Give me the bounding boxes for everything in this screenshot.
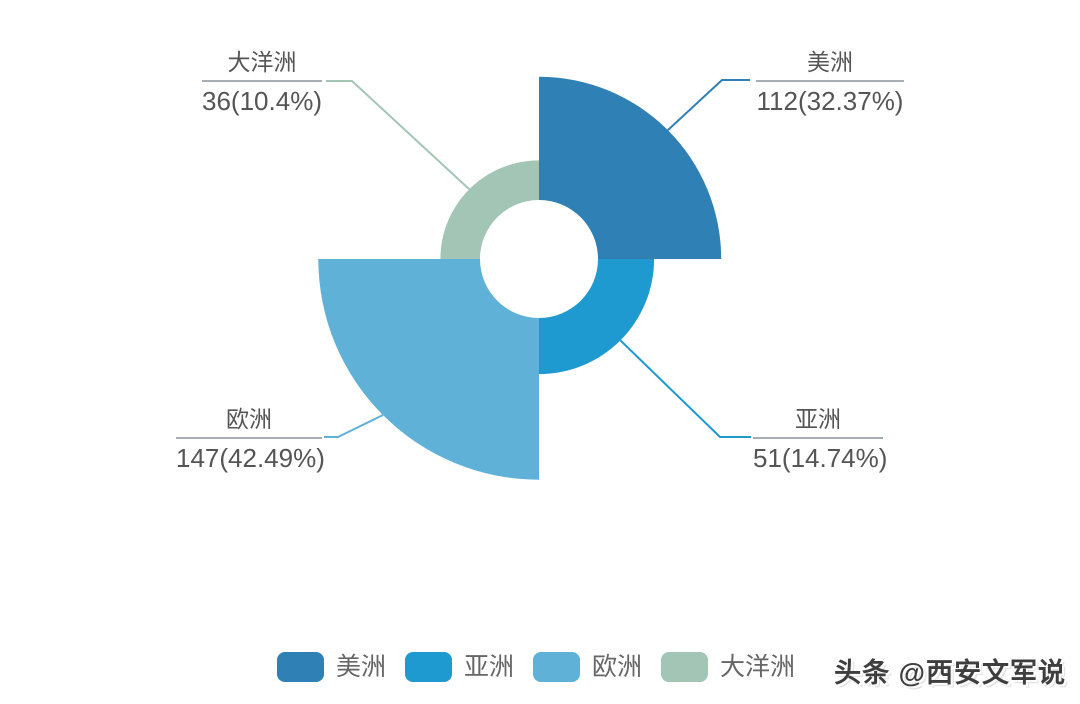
legend: 美洲 亚洲 欧洲 大洋洲 (277, 652, 795, 682)
slice-value-americas: 112(32.37%) (756, 86, 904, 116)
watermark: 头条 @西安文军说 (834, 658, 1066, 688)
slice-americas[interactable] (539, 76, 722, 259)
legend-swatch-europe (533, 652, 581, 682)
slice-name-asia: 亚洲 (795, 406, 841, 432)
slice-value-europe: 147(42.49%) (176, 443, 325, 473)
legend-item-europe[interactable]: 欧洲 (533, 652, 642, 682)
slice-asia[interactable] (539, 259, 655, 375)
leader-line-americas (667, 79, 750, 131)
slice-name-europe: 欧洲 (226, 406, 272, 432)
slice-name-americas: 美洲 (807, 49, 853, 75)
slice-europe[interactable] (318, 259, 539, 480)
legend-label-europe: 欧洲 (592, 653, 643, 681)
callout-oceania: 大洋洲 36(10.4%) (202, 44, 322, 120)
leader-line-asia (619, 339, 751, 438)
legend-item-oceania[interactable]: 大洋洲 (661, 652, 795, 682)
callout-divider (202, 80, 322, 82)
legend-swatch-asia (405, 652, 453, 682)
legend-label-asia: 亚洲 (464, 653, 515, 681)
legend-label-oceania: 大洋洲 (720, 653, 796, 681)
leader-line-europe (324, 414, 384, 438)
callout-divider (753, 437, 883, 439)
slice-value-oceania: 36(10.4%) (202, 86, 322, 116)
slice-name-oceania: 大洋洲 (227, 49, 297, 75)
legend-item-americas[interactable]: 美洲 (277, 652, 386, 682)
legend-item-asia[interactable]: 亚洲 (405, 652, 514, 682)
callout-divider (176, 437, 322, 439)
leader-line-oceania (326, 80, 470, 191)
legend-label-americas: 美洲 (336, 653, 387, 681)
callout-americas: 美洲 112(32.37%) (756, 44, 904, 120)
legend-swatch-oceania (661, 652, 709, 682)
callout-divider (756, 80, 904, 82)
callout-asia: 亚洲 51(14.74%) (753, 401, 888, 477)
slice-oceania[interactable] (440, 160, 539, 259)
legend-swatch-americas (277, 652, 324, 682)
callout-europe: 欧洲 147(42.49%) (176, 401, 325, 477)
slice-value-asia: 51(14.74%) (753, 443, 888, 473)
